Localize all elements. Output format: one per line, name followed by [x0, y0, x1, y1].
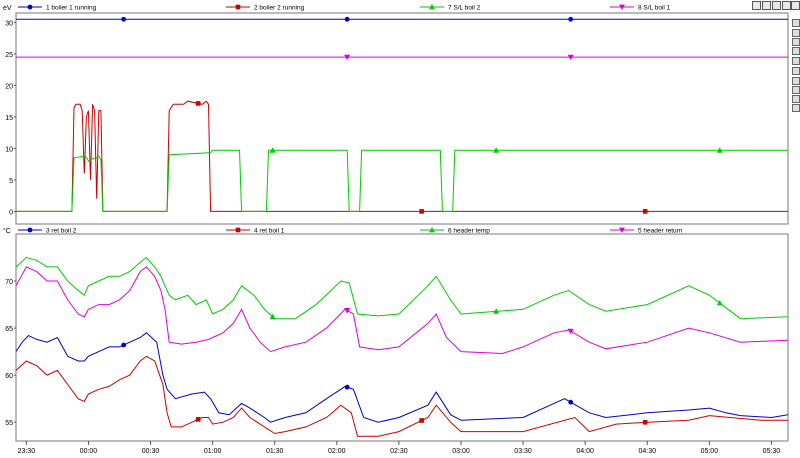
series-marker-3	[269, 313, 276, 320]
series-marker-1	[121, 16, 127, 22]
series-marker-4	[344, 54, 351, 61]
series-marker-1	[568, 399, 574, 405]
legend-label-4: 8 S/L boil 1	[638, 5, 671, 12]
series-line-4	[16, 266, 788, 355]
legend-label-3: 7 S/L boil 2	[448, 5, 481, 12]
bottom-ytick-label: 65	[5, 326, 13, 333]
side-tool-10[interactable]	[792, 104, 800, 112]
top-ytick-label: 10	[5, 146, 13, 153]
series-line-3	[16, 256, 788, 320]
panel-top-unit: eV	[3, 5, 12, 12]
series-marker-3	[269, 147, 276, 153]
xtick-label: 04:30	[638, 448, 656, 455]
xtick-label: 03:30	[514, 448, 532, 455]
series-marker-2	[642, 209, 648, 214]
legend-label-2: 2 boiler 2 running	[254, 5, 305, 12]
legend-marker-1	[27, 227, 33, 233]
xtick-label: 23:30	[18, 448, 36, 455]
series-marker-1	[568, 16, 574, 22]
series-marker-2	[195, 101, 201, 106]
series-marker-1	[344, 16, 350, 22]
side-tool-7[interactable]	[792, 77, 800, 85]
legend-label-2: 4 ret boil 1	[254, 228, 285, 235]
side-tool-4[interactable]	[792, 47, 800, 55]
top-ytick-label: 20	[5, 83, 13, 90]
legend-label-1: 3 ret boil 2	[46, 228, 77, 235]
series-marker-3	[716, 300, 723, 306]
side-tool-1[interactable]	[792, 19, 800, 27]
series-marker-4	[344, 308, 351, 314]
side-tool-3[interactable]	[792, 38, 800, 46]
xtick-label: 00:00	[80, 448, 98, 455]
top-ytick-label: 15	[5, 115, 13, 122]
series-line-1	[16, 332, 788, 423]
top-ytick-label: 0	[9, 209, 13, 216]
series-marker-2	[419, 418, 424, 423]
panel-bottom-frame	[15, 233, 789, 442]
series-line-2	[16, 355, 788, 437]
series-marker-4	[567, 54, 574, 61]
series-marker-2	[419, 209, 424, 214]
legend-label-4: 5 header return	[638, 228, 683, 235]
xtick-label: 00:30	[142, 448, 160, 455]
series-marker-3	[493, 308, 500, 314]
xtick-label: 05:00	[701, 448, 719, 455]
xtick-label: 04:00	[576, 448, 594, 455]
legend-marker-4	[619, 227, 625, 233]
legend-marker-1	[27, 4, 33, 10]
toolbar-button-4[interactable]	[782, 1, 791, 10]
legend-marker-3	[429, 227, 435, 233]
side-tool-2[interactable]	[792, 29, 800, 37]
series-marker-1	[344, 384, 350, 390]
xtick-label: 02:30	[390, 448, 408, 455]
panel-bottom-unit: °C	[3, 227, 11, 235]
series-line-3	[16, 149, 788, 212]
legend-label-3: 6 header temp	[448, 228, 490, 235]
legend-label-1: 1 boiler 1 running	[46, 5, 97, 12]
series-marker-1	[121, 342, 127, 348]
top-ytick-label: 30	[5, 20, 13, 27]
legend-bottom: 3 ret boil 2 4 ret boil 1 6 header temp 5 h…	[18, 227, 683, 235]
series-marker-2	[642, 420, 648, 425]
series-marker-4	[567, 328, 574, 335]
legend-marker-2	[235, 227, 241, 233]
legend-top: 1 boiler 1 running 2 boiler 2 running 7 S/…	[18, 4, 671, 12]
bottom-ytick-label: 55	[5, 420, 13, 427]
panel-top: eV 0 5 10 15 20 25 30	[3, 5, 789, 225]
side-tool-5[interactable]	[792, 57, 800, 65]
legend-marker-2	[235, 4, 241, 10]
side-tool-8[interactable]	[792, 86, 800, 94]
xtick-label: 01:30	[266, 448, 284, 455]
xtick-label: 01:00	[204, 448, 222, 455]
xtick-label: 05:30	[763, 448, 781, 455]
bottom-ytick-label: 70	[5, 279, 13, 286]
toolbar-button-2[interactable]	[762, 1, 771, 10]
xtick-label: 03:00	[452, 448, 470, 455]
bottom-ytick-label: 60	[5, 373, 13, 380]
xtick-label: 02:00	[328, 448, 346, 455]
side-tool-9[interactable]	[792, 95, 800, 103]
toolbar-button-1[interactable]	[752, 1, 761, 10]
toolbar-button-5[interactable]	[791, 1, 800, 10]
side-tool-6[interactable]	[792, 67, 800, 75]
top-ytick-label: 25	[5, 52, 13, 59]
top-ytick-label: 5	[9, 178, 13, 185]
panel-top-frame	[15, 12, 789, 225]
x-axis: 23:30 00:00 00:30 01:00 01:30 02:00 02:30 03:00…	[18, 441, 781, 455]
series-marker-3	[716, 147, 723, 153]
series-marker-3	[493, 147, 500, 153]
panel-bottom: °C 55 60 65 70	[3, 227, 789, 442]
toolbar-button-3[interactable]	[772, 1, 781, 10]
legend-marker-4	[619, 4, 625, 10]
legend-marker-3	[429, 4, 435, 10]
series-marker-2	[195, 417, 201, 422]
